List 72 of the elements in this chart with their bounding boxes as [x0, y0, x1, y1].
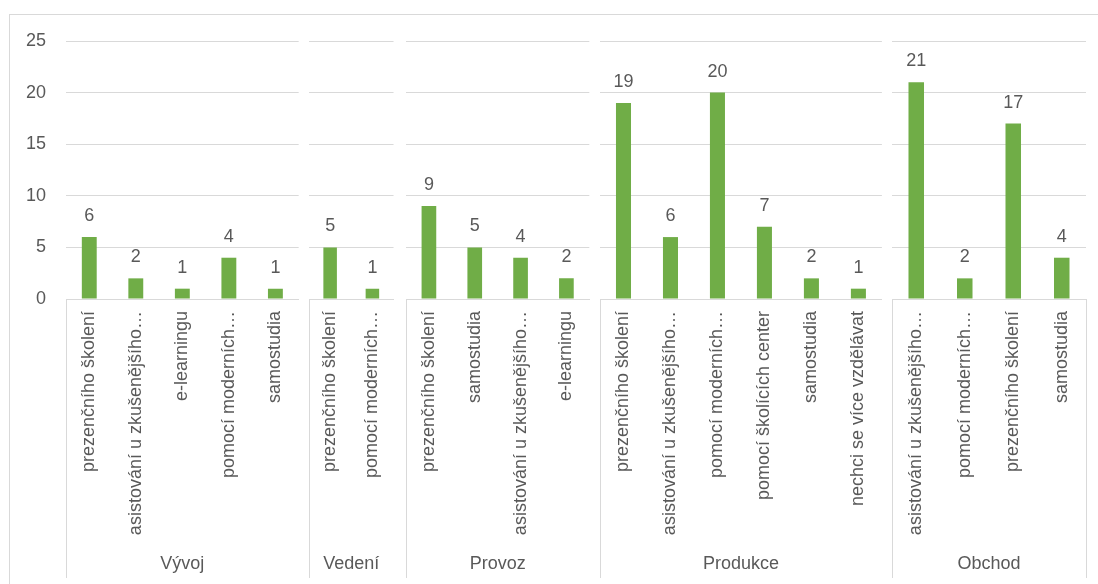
data-label: 4: [515, 225, 526, 246]
bar: [174, 288, 190, 299]
data-label: 1: [177, 256, 188, 277]
bar: [615, 102, 632, 299]
bar: [267, 288, 283, 299]
bar: [128, 278, 144, 299]
x-axis-title: Vedení: [323, 553, 380, 574]
data-label: 1: [367, 256, 378, 277]
bar: [803, 278, 819, 299]
data-label: 4: [1056, 225, 1067, 246]
data-label: 2: [561, 246, 572, 267]
data-label: 4: [223, 225, 234, 246]
bar: [1005, 123, 1022, 299]
data-label: 5: [325, 215, 336, 236]
data-label: 17: [1003, 91, 1024, 112]
x-tick-label: asistování u zkušenějšího…: [905, 311, 926, 536]
x-tick-label: prezenčního školení: [78, 311, 99, 473]
bar: [1053, 257, 1070, 299]
data-label: 20: [707, 60, 728, 81]
x-tick-label: nechci se více vzdělávat: [847, 311, 868, 507]
x-tick-label: asistování u zkušenějšího…: [124, 311, 145, 536]
x-tick-label: samostudia: [800, 310, 821, 404]
bar: [956, 278, 973, 299]
bar: [467, 247, 483, 299]
bar: [81, 237, 97, 299]
bar: [421, 206, 437, 299]
data-label: 6: [84, 205, 95, 226]
bar: [709, 92, 725, 299]
x-tick-label: pomocí školících center: [753, 311, 774, 501]
y-tick-label: 15: [25, 133, 46, 154]
x-axis-title: Produkce: [702, 553, 779, 574]
x-tick-label: prezenčního školení: [319, 311, 340, 473]
x-tick-label: asistování u zkušenějšího…: [509, 311, 530, 536]
bar: [756, 226, 772, 299]
x-tick-label: samostudia: [1050, 310, 1071, 404]
x-tick-label: samostudia: [463, 310, 484, 404]
data-label: 1: [270, 256, 281, 277]
x-axis-title: Obchod: [957, 553, 1021, 574]
x-tick-label: pomocí moderních…: [217, 311, 238, 479]
x-tick-label: prezenčního školení: [1002, 311, 1023, 473]
y-tick-label: 0: [35, 287, 46, 308]
x-tick-label: pomocí moderních…: [706, 311, 727, 479]
x-axis-title: Provoz: [469, 553, 526, 574]
bar: [662, 237, 678, 299]
x-tick-label: e-learningu: [555, 311, 576, 402]
y-tick-label: 10: [25, 184, 46, 205]
y-tick-label: 20: [25, 81, 46, 102]
x-axis-title: Vývoj: [160, 553, 205, 574]
x-tick-label: prezenčního školení: [417, 311, 438, 473]
bar: [513, 257, 528, 299]
data-label: 5: [469, 215, 480, 236]
data-label: 1: [853, 256, 864, 277]
bar: [908, 82, 925, 299]
x-tick-label: pomocí moderních…: [953, 311, 974, 479]
x-tick-label: pomocí moderních…: [361, 311, 382, 479]
bar: [850, 288, 866, 299]
data-label: 21: [906, 50, 927, 71]
data-label: 6: [665, 205, 676, 226]
y-tick-label: 5: [35, 236, 46, 257]
y-tick-label: 25: [25, 29, 46, 50]
x-tick-label: e-learningu: [171, 311, 192, 402]
data-label: 2: [130, 246, 141, 267]
data-label: 9: [423, 174, 434, 195]
data-label: 2: [959, 246, 970, 267]
data-label: 7: [759, 194, 770, 215]
bar: [221, 257, 237, 299]
x-tick-label: samostudia: [264, 310, 285, 404]
x-tick-label: prezenčního školení: [612, 311, 633, 473]
x-tick-label: asistování u zkušenějšího…: [659, 311, 680, 536]
data-label: 2: [806, 246, 817, 267]
data-label: 19: [613, 70, 634, 91]
bar: [559, 278, 574, 299]
